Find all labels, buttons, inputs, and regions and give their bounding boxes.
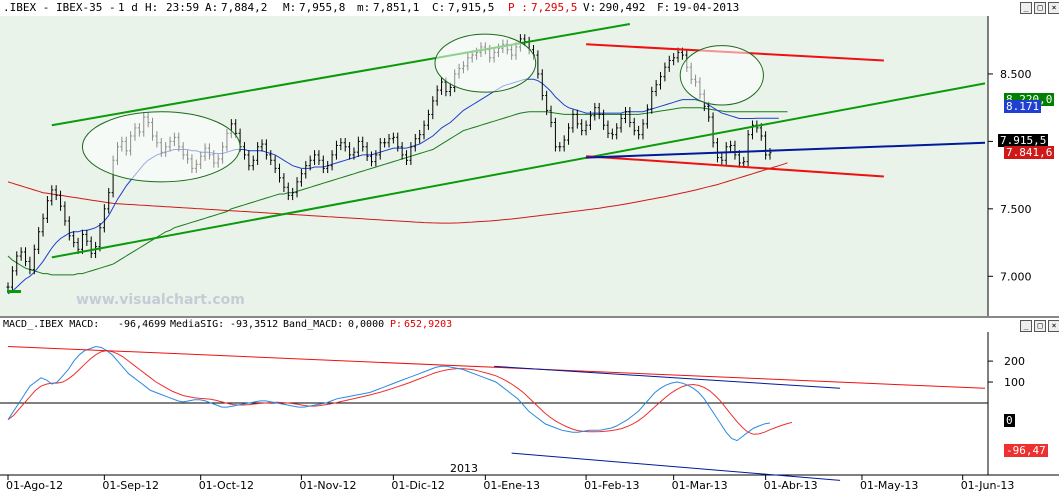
pattern-ellipse	[679, 45, 764, 106]
price-tick-label: 8.500	[1000, 68, 1032, 81]
high-value: 7,955,8	[299, 1, 346, 14]
price-trendline	[51, 23, 631, 127]
vol-label: V:	[583, 1, 597, 14]
open-value: 7,884,2	[221, 1, 268, 14]
macd-trendline	[7, 345, 986, 389]
start-marker	[7, 290, 21, 293]
macd-minimize-button[interactable]: _	[1020, 320, 1032, 332]
low-value: 7,851,1	[373, 1, 420, 14]
date-value: 19-04-2013	[673, 1, 740, 14]
price-axis-background	[988, 16, 1059, 316]
ma-red-badge: 7.841,6	[1004, 146, 1055, 159]
macd-zero-badge: 0	[1004, 414, 1015, 427]
maximize-button[interactable]: □	[1034, 2, 1046, 14]
date-label: F:	[657, 1, 671, 14]
vol-value: 290,492	[599, 1, 646, 14]
macd-sig-label: MediaSIG:	[170, 319, 225, 330]
macd-signal-line	[7, 350, 793, 435]
time-axis: 01-Ago-12 01-Sep-12 01-Oct-12 01-Nov-12 01-D…	[6, 475, 1014, 492]
macd-tick-label: 200	[1004, 355, 1025, 368]
time-tick-label: 01-Abr-13	[764, 479, 818, 492]
macd-chart: 200 100	[0, 345, 1025, 481]
pattern-ellipse	[434, 33, 537, 93]
minimize-button[interactable]: _	[1020, 2, 1032, 14]
macd-band-value: 0,0000	[348, 319, 385, 330]
time-tick-label: 01-Sep-12	[102, 479, 159, 492]
price-trendline	[586, 155, 884, 178]
time-tick-label: 01-Dic-12	[391, 479, 445, 492]
macd-p-value: 652,9203	[404, 319, 453, 330]
year-label: 2013	[450, 462, 478, 475]
time-tick-label: 01-Jun-13	[961, 479, 1015, 492]
pattern-ellipse	[81, 111, 241, 183]
time-tick-label: 01-Oct-12	[199, 479, 254, 492]
macd-line	[7, 345, 771, 442]
macd-trendline	[511, 452, 841, 481]
macd-header: MACD_.IBEX MACD: -96,4699 MediaSIG: -93,…	[0, 319, 1059, 332]
watermark: www.visualchart.com	[76, 292, 245, 308]
price-tick-label: 7.000	[1000, 270, 1032, 283]
macd-maximize-button[interactable]: □	[1034, 320, 1046, 332]
time-tick-label: 01-Mar-13	[672, 479, 728, 492]
macd-value-badge: -96,47	[1004, 444, 1048, 457]
symbol-label: .IBEX - IBEX-35 -	[3, 1, 116, 14]
high-label: M:	[283, 1, 297, 14]
price-header: .IBEX - IBEX-35 - 1 d H: 23:59 A: 7,884,…	[0, 0, 1059, 16]
time-tick-label: 01-Ene-13	[483, 479, 540, 492]
low-label: m:	[357, 1, 371, 14]
price-tick-label: 7.500	[1000, 203, 1032, 216]
period-label: 1 d	[118, 1, 138, 14]
close-price-badge: 7.915,5	[998, 134, 1049, 147]
ma-blue-badge: 8.171	[1004, 100, 1042, 113]
time-tick-label: 01-May-13	[860, 479, 918, 492]
close-label: C:	[432, 1, 446, 14]
macd-pane-background	[0, 332, 988, 475]
macd-name: MACD_.IBEX MACD:	[3, 319, 100, 330]
p-label: P :	[508, 1, 528, 14]
macd-value: -96,4699	[118, 319, 167, 330]
open-label: A:	[205, 1, 219, 14]
time-tick-label: 01-Feb-13	[584, 479, 639, 492]
close-icon[interactable]: ×	[1048, 2, 1059, 14]
time-tick-label: 01-Nov-12	[299, 479, 356, 492]
time-tick-label: 01-Ago-12	[6, 479, 63, 492]
macd-band-label: Band_MACD:	[283, 319, 344, 330]
ma-mid-line	[7, 107, 788, 276]
macd-trendline	[494, 365, 841, 389]
price-trendline	[586, 141, 986, 159]
close-value: 7,915,5	[448, 1, 495, 14]
hour-value: 23:59	[166, 1, 200, 14]
hour-label: H:	[145, 1, 159, 14]
macd-close-icon[interactable]: ×	[1048, 320, 1059, 332]
macd-tick-label: 100	[1004, 376, 1025, 389]
macd-sig-value: -93,3512	[230, 319, 279, 330]
macd-p-label: P:	[390, 319, 403, 330]
p-value: 7,295,5	[531, 1, 578, 14]
ma-long-line	[7, 162, 788, 224]
price-trendline	[51, 82, 986, 259]
